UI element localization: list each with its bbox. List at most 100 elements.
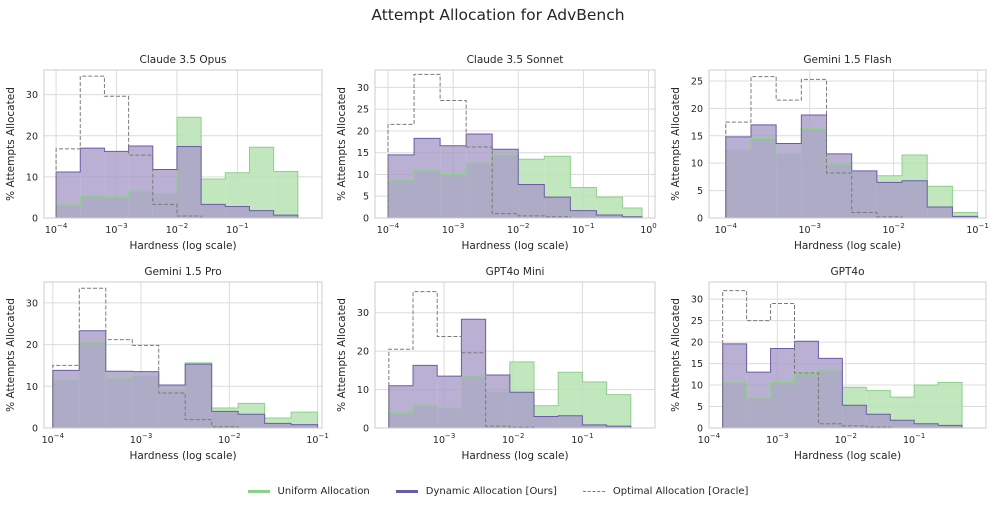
bar-dynamic: [606, 426, 631, 428]
legend-swatch-optimal: [582, 491, 605, 492]
ytick-label: 25: [691, 76, 703, 87]
y-axis-label: % Attempts Allocated: [336, 298, 348, 412]
x-axis-label: Hardness (log scale): [461, 240, 568, 252]
xtick-label: 10−1: [226, 222, 248, 236]
xtick-label: 10−4: [42, 432, 65, 446]
xtick-label: 10−4: [377, 222, 400, 236]
figure-title: Attempt Allocation for AdvBench: [371, 6, 625, 24]
bar-dynamic: [104, 151, 129, 218]
xtick-label: 10−2: [507, 222, 529, 236]
legend-swatch-uniform: [247, 490, 270, 493]
x-axis-label: Hardness (log scale): [461, 450, 568, 462]
ytick-label: 20: [691, 104, 703, 115]
bar-dynamic: [225, 206, 250, 218]
ytick-label: 0: [363, 424, 369, 435]
panel-title: Gemini 1.5 Flash: [803, 54, 891, 66]
ytick-label: 25: [357, 105, 369, 116]
ytick-label: 0: [363, 214, 369, 225]
bar-uniform: [596, 197, 623, 218]
line-dynamic: [52, 330, 319, 428]
ytick-label: 0: [697, 214, 703, 225]
panel-title: GPT4o Mini: [486, 266, 545, 278]
bar-dynamic: [466, 133, 493, 218]
ytick-label: 5: [697, 402, 703, 413]
xtick-label: 10−3: [799, 222, 821, 236]
bar-dynamic: [801, 114, 827, 218]
bar-dynamic: [582, 424, 607, 428]
ytick-label: 10: [691, 381, 703, 392]
bar-dynamic: [558, 415, 583, 428]
charts-canvas: 0 10 20 30 10−4 10−3 10−2 10−1 Claude 3.5 Opus Ha…: [5, 54, 989, 462]
line-dynamic: [55, 145, 299, 218]
bar-dynamic: [52, 370, 80, 428]
bar-dynamic: [79, 330, 106, 428]
bar-dynamic: [185, 364, 212, 428]
y-axis-label: % Attempts Allocated: [670, 298, 682, 412]
panel-title: Claude 3.5 Opus: [140, 54, 227, 66]
legend-swatch-dynamic: [395, 490, 418, 493]
axes-frame: [43, 69, 323, 219]
bar-dynamic: [722, 343, 747, 428]
panel-3: 0 5 10 15 20 25 10−4 10−3 10−2 10−1 Gemini 1.5 Fla…: [670, 54, 989, 252]
bar-dynamic: [750, 124, 777, 218]
bar-dynamic: [264, 423, 292, 428]
ytick-label: 25: [691, 316, 703, 327]
xtick-label: 10−2: [218, 432, 240, 446]
bar-dynamic: [746, 372, 771, 428]
axes-frame: [374, 281, 656, 429]
xtick-label: 10−3: [130, 432, 152, 446]
ytick-label: 10: [26, 382, 38, 393]
ytick-label: 30: [26, 298, 38, 309]
legend-label-optimal: Optimal Allocation [Oracle]: [612, 486, 749, 497]
ytick-label: 10: [357, 385, 369, 396]
bar-dynamic: [440, 145, 467, 218]
bar-dynamic: [414, 138, 441, 218]
bar-uniform: [606, 394, 631, 428]
x-axis-label: Hardness (log scale): [794, 240, 901, 252]
axes-frame: [374, 69, 656, 219]
y-axis-label: % Attempts Allocated: [336, 87, 348, 201]
panel-title: GPT4o: [831, 266, 865, 278]
bar-dynamic: [249, 210, 274, 218]
panel-1: 0 10 20 30 10−4 10−3 10−2 10−1 Claude 3.5 Opus Ha…: [5, 54, 323, 252]
bar-dynamic: [851, 170, 877, 218]
bar-dynamic: [927, 207, 953, 218]
bar-dynamic: [158, 385, 186, 428]
x-axis-label: Hardness (log scale): [129, 450, 236, 462]
xtick-label: 10−2: [166, 222, 188, 236]
bar-dynamic: [826, 153, 852, 218]
xtick-label: 10−2: [835, 432, 857, 446]
bar-dynamic: [461, 319, 486, 428]
bar-dynamic: [842, 405, 867, 428]
ytick-label: 10: [357, 170, 369, 181]
xtick-label: 10−3: [433, 432, 455, 446]
ytick-label: 20: [26, 340, 38, 351]
bar-dynamic: [794, 341, 819, 428]
xtick-label: 10−4: [698, 432, 721, 446]
ytick-label: 5: [697, 186, 703, 197]
xtick-label: 10−1: [306, 432, 328, 446]
ytick-label: 0: [32, 424, 38, 435]
bar-dynamic: [211, 411, 239, 428]
bar-dynamic: [518, 184, 545, 218]
bar-dynamic: [818, 358, 843, 428]
bar-uniform: [914, 385, 939, 428]
xtick-label: 10−1: [903, 432, 925, 446]
bar-uniform: [938, 382, 963, 428]
panel-6: 0 5 10 15 20 25 30 10−4 10−3 10−2 10−1 GPT4o Hardnes…: [670, 266, 987, 462]
ytick-label: 10: [26, 172, 38, 183]
bar-dynamic: [388, 385, 414, 428]
xtick-label: 10−3: [442, 222, 464, 236]
legend: Uniform Allocation Dynamic Allocation [O…: [0, 486, 996, 497]
xtick-label: 10−2: [882, 222, 904, 236]
line-dynamic: [722, 340, 963, 428]
bar-dynamic: [128, 146, 153, 218]
ytick-label: 20: [691, 338, 703, 349]
bar-dynamic: [914, 423, 939, 428]
bar-dynamic: [596, 214, 623, 218]
bar-dynamic: [902, 180, 928, 218]
ytick-label: 20: [357, 347, 369, 358]
bar-uniform: [249, 147, 274, 218]
ytick-label: 30: [357, 83, 369, 94]
